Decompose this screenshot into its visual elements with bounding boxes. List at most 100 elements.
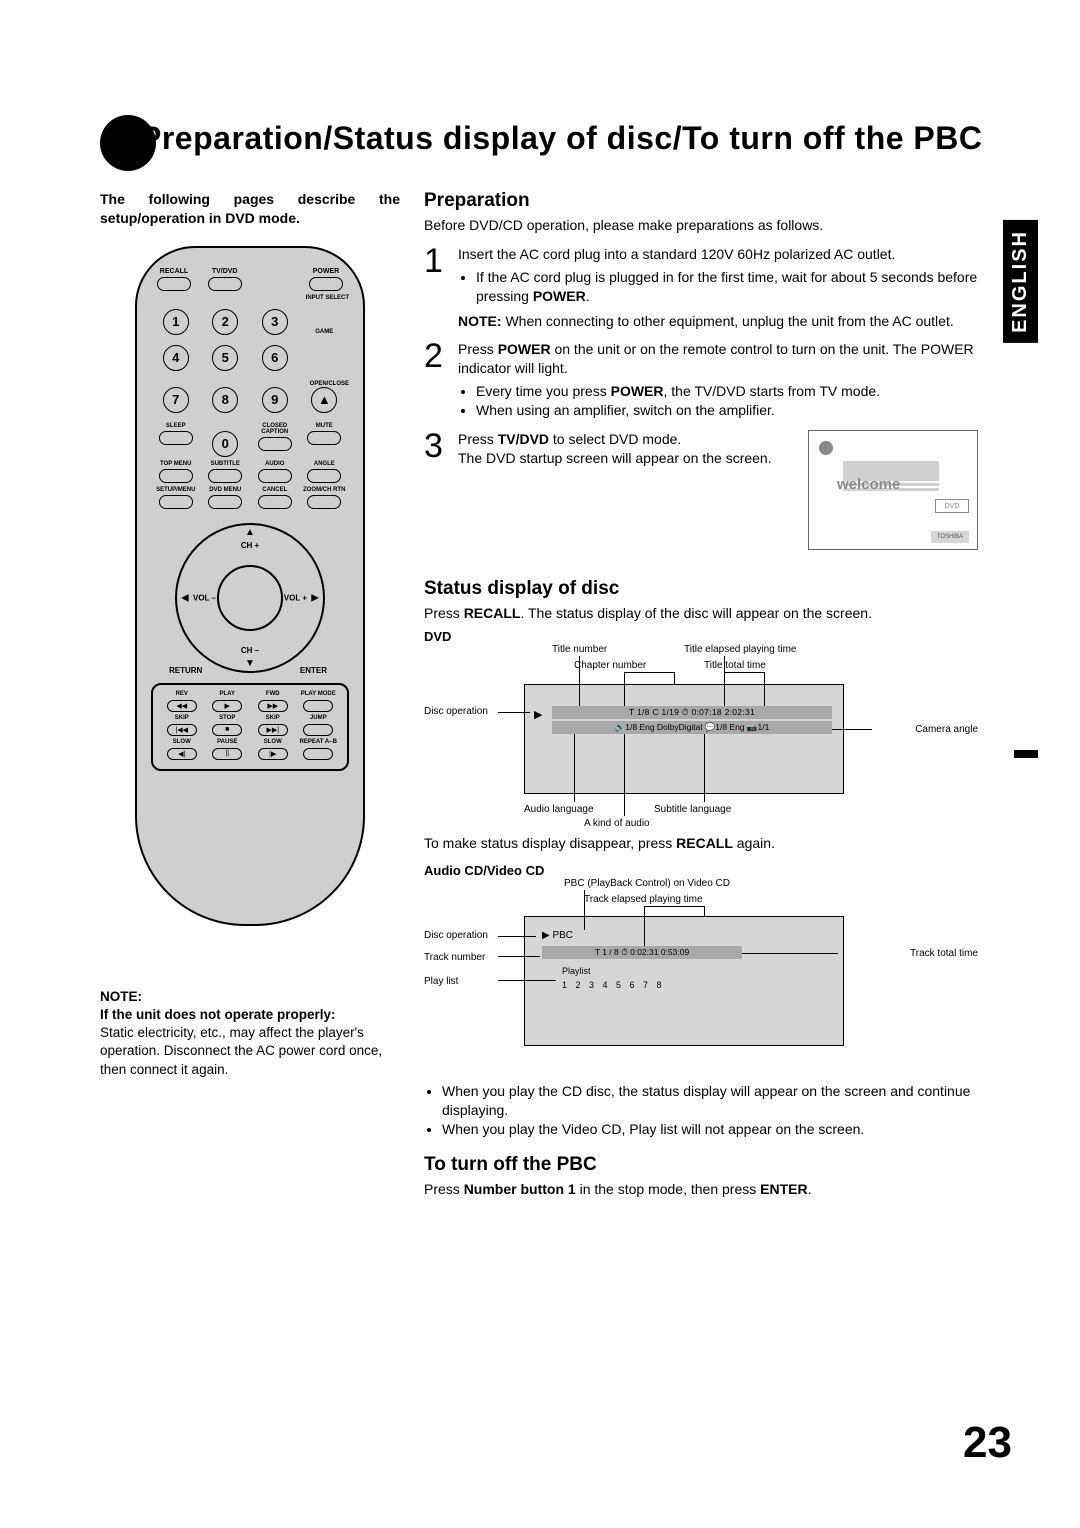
step-number: 1 xyxy=(424,245,450,331)
section-heading: Preparation xyxy=(424,190,978,212)
language-tab: ENGLISH xyxy=(1003,220,1038,343)
remote-label: PLAY xyxy=(205,691,249,697)
remote-label: CH + xyxy=(241,541,259,550)
remote-button: 9 xyxy=(262,387,288,413)
remote-button xyxy=(258,495,292,509)
remote-label: PAUSE xyxy=(205,739,249,745)
remote-button xyxy=(157,277,191,291)
remote-button xyxy=(208,277,242,291)
remote-button: ■ xyxy=(212,724,242,736)
diagram-note: To make status display disappear, press … xyxy=(424,834,978,853)
diagram-callout: Title elapsed playing time xyxy=(684,644,796,655)
remote-label: INPUT SELECT xyxy=(151,295,349,301)
remote-play-block: REVPLAYFWDPLAY MODE◀◀▶▶▶SKIPSTOPSKIPJUMP… xyxy=(151,683,349,771)
remote-label: FWD xyxy=(251,691,295,697)
diagram-callout: A kind of audio xyxy=(584,818,650,829)
remote-label: SKIP xyxy=(160,715,204,721)
remote-nav-ring: ▲ CH + ◀ VOL – ▶ VOL + ▼ CH – RETURN ENT… xyxy=(175,523,325,673)
remote-label: RETURN xyxy=(169,666,202,675)
dvd-diagram-wrap: DVD Title number Title elapsed playing t… xyxy=(424,629,978,853)
remote-label: SLOW xyxy=(251,739,295,745)
diagram-bullet: When you play the Video CD, Play list wi… xyxy=(442,1120,978,1139)
side-mark xyxy=(1014,750,1038,758)
step-note: NOTE: When connecting to other equipment… xyxy=(458,312,978,331)
remote-button xyxy=(159,495,193,509)
remote-label: SKIP xyxy=(251,715,295,721)
remote-button: ◀◀ xyxy=(167,700,197,712)
remote-label: CANCEL xyxy=(251,487,299,493)
diagram-label: DVD xyxy=(424,629,978,644)
diagram-callout: Title number xyxy=(552,644,607,655)
remote-label: RECALL xyxy=(151,268,197,275)
remote-label: TV/DVD xyxy=(202,268,248,275)
step-2: 2 Press POWER on the unit or on the remo… xyxy=(424,340,978,420)
remote-label: VOL – xyxy=(193,593,216,602)
diagram-readout: 1 2 3 4 5 6 7 8 xyxy=(562,980,665,990)
remote-label: ENTER xyxy=(300,666,327,675)
dvd-logo: DVD xyxy=(935,499,969,513)
remote-label: JUMP xyxy=(296,715,340,721)
remote-button xyxy=(307,495,341,509)
diagram-readout: Playlist xyxy=(562,966,591,976)
step-bullet: If the AC cord plug is plugged in for th… xyxy=(476,268,978,306)
section-body: Press Number button 1 in the stop mode, … xyxy=(424,1180,978,1199)
diagram-callout: Track elapsed playing time xyxy=(584,894,703,905)
section-heading: To turn off the PBC xyxy=(424,1154,978,1176)
welcome-text: welcome xyxy=(837,476,900,493)
remote-label: AUDIO xyxy=(251,461,299,467)
remote-button: |▶ xyxy=(258,748,288,760)
left-note: NOTE: If the unit does not operate prope… xyxy=(100,988,400,1079)
step-1: 1 Insert the AC cord plug into a standar… xyxy=(424,245,978,331)
diagram-callout: Disc operation xyxy=(424,706,488,717)
remote-label: TOP MENU xyxy=(152,461,200,467)
diagram-callout: PBC (PlayBack Control) on Video CD xyxy=(564,878,730,889)
diagram-label: Audio CD/Video CD xyxy=(424,863,978,878)
remote-label: CH – xyxy=(241,646,259,655)
diagram-readout: 🔊1/8 Eng DolbyDigital 💬1/8 Eng 📷1/1 xyxy=(552,721,832,734)
section-heading: Status display of disc xyxy=(424,578,978,600)
intro-text: The following pages describe the setup/o… xyxy=(100,190,400,228)
remote-label: ANGLE xyxy=(300,461,348,467)
remote-button xyxy=(258,469,292,483)
step-3: 3 welcome DVD TOSHIBA Press TV/DVD to s xyxy=(424,430,978,550)
remote-button: 5 xyxy=(212,345,238,371)
remote-button xyxy=(307,431,341,445)
manual-page: Preparation/Status display of disc/To tu… xyxy=(0,0,1080,1528)
remote-button xyxy=(303,748,333,760)
step-text: Insert the AC cord plug into a standard … xyxy=(458,245,978,264)
remote-button: ▶▶ xyxy=(258,700,288,712)
step-bullet: When using an amplifier, switch on the a… xyxy=(476,401,978,420)
remote-button: ▶▶| xyxy=(258,724,288,736)
diagram-callout: Play list xyxy=(424,976,458,987)
step-number: 2 xyxy=(424,340,450,420)
step-text: Press POWER on the unit or on the remote… xyxy=(458,340,978,378)
remote-button xyxy=(208,495,242,509)
remote-button xyxy=(258,437,292,451)
remote-label: PLAY MODE xyxy=(296,691,340,697)
brand-logo: TOSHIBA xyxy=(931,531,969,543)
remote-label: POWER xyxy=(303,268,349,275)
remote-label: DVD MENU xyxy=(201,487,249,493)
page-title: Preparation/Status display of disc/To tu… xyxy=(140,120,982,157)
remote-button xyxy=(303,724,333,736)
remote-button xyxy=(307,469,341,483)
remote-label: CLOSED CAPTION xyxy=(251,423,299,435)
left-column: The following pages describe the setup/o… xyxy=(100,190,400,1199)
diagram-bullet: When you play the CD disc, the status di… xyxy=(442,1082,978,1120)
remote-button: 3 xyxy=(262,309,288,335)
dvd-status-diagram: Title number Title elapsed playing time … xyxy=(424,644,978,834)
remote-button xyxy=(159,469,193,483)
remote-label: SUBTITLE xyxy=(201,461,249,467)
remote-button: 8 xyxy=(212,387,238,413)
remote-label: GAME xyxy=(311,329,337,335)
right-column: Preparation Before DVD/CD operation, ple… xyxy=(424,190,1012,1199)
remote-label: SLEEP xyxy=(152,423,200,429)
remote-button: ◀| xyxy=(167,748,197,760)
remote-button xyxy=(159,431,193,445)
diagram-readout: T 1/8 C 1/19 ⏱ 0:07:18 2:02:31 xyxy=(552,706,832,719)
step-number: 3 xyxy=(424,430,450,550)
diagram-callout: Disc operation xyxy=(424,930,488,941)
remote-button: 0 xyxy=(212,431,238,457)
note-heading: NOTE: xyxy=(100,988,400,1006)
remote-button: 2 xyxy=(212,309,238,335)
